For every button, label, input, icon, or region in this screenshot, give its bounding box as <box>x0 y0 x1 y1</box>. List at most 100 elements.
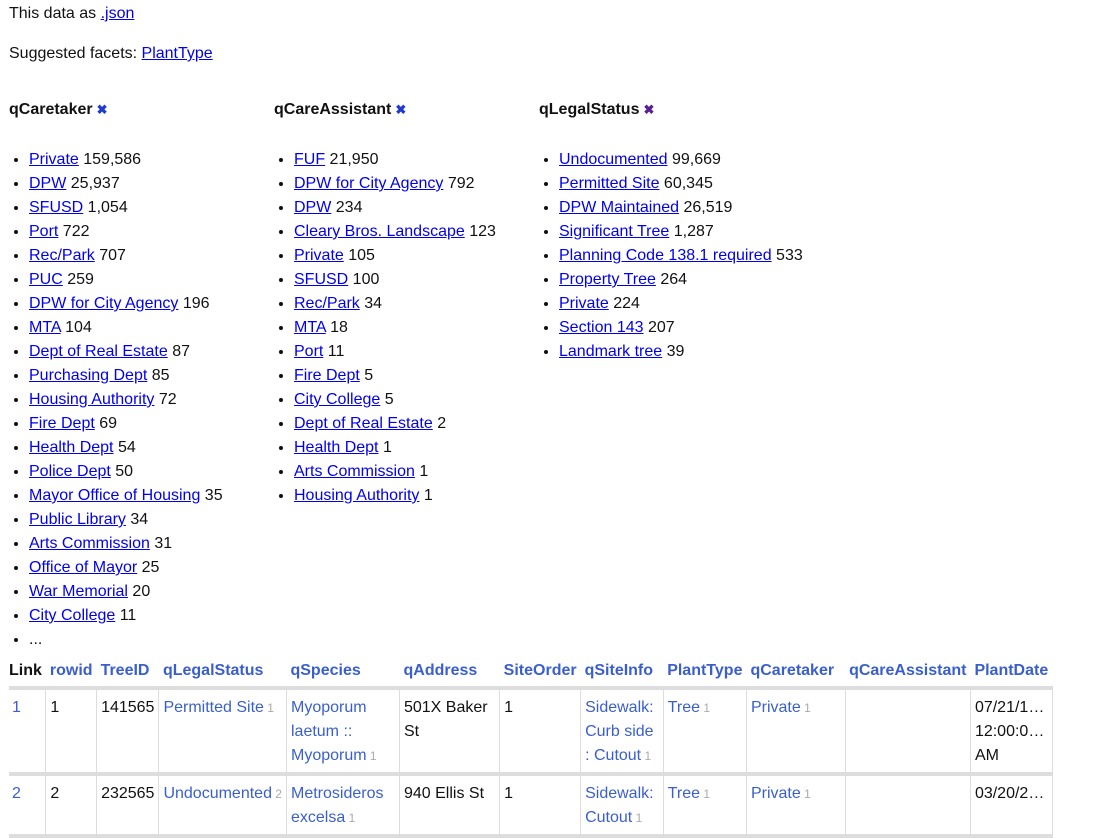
facet-count: 207 <box>643 319 675 336</box>
facet-link[interactable]: DPW <box>29 175 67 192</box>
suggested-facet-planttype[interactable]: PlantType <box>141 45 213 62</box>
facet-link[interactable]: Private <box>29 151 79 168</box>
facet-link[interactable]: DPW <box>294 199 332 216</box>
facet-link[interactable]: Arts Commission <box>294 463 415 480</box>
facet-link[interactable]: Private <box>559 295 609 312</box>
facet-link[interactable]: City College <box>294 391 381 408</box>
facet-item: SFUSD 1,054 <box>29 196 274 220</box>
facet-link[interactable]: War Memorial <box>29 583 128 600</box>
column-header-qaddress[interactable]: qAddress <box>399 660 500 690</box>
cell-qcaretaker-link[interactable]: Private <box>750 699 801 716</box>
facet-link[interactable]: Purchasing Dept <box>29 367 148 384</box>
facet-link[interactable]: Police Dept <box>29 463 111 480</box>
facet-item: DPW for City Agency 196 <box>29 292 274 316</box>
facet-link[interactable]: MTA <box>29 319 61 336</box>
facet-count: 11 <box>323 343 345 360</box>
facet-link[interactable]: Public Library <box>29 511 126 528</box>
facet-link[interactable]: Dept of Real Estate <box>29 343 168 360</box>
facet-link[interactable]: Office of Mayor <box>29 559 138 576</box>
cell-qlegalstatus-link[interactable]: Undocumented <box>163 785 272 802</box>
facet-link[interactable]: Planning Code 138.1 required <box>559 247 772 264</box>
facet-link[interactable]: Fire Dept <box>29 415 95 432</box>
cell-qcareassistant <box>845 688 971 776</box>
remove-facet-icon[interactable]: ✖ <box>96 102 108 117</box>
facet-link[interactable]: Rec/Park <box>294 295 360 312</box>
facet-link[interactable]: Landmark tree <box>559 343 663 360</box>
facet-item: Police Dept 50 <box>29 460 274 484</box>
facet-link[interactable]: Housing Authority <box>294 487 420 504</box>
facet-item: Purchasing Dept 85 <box>29 364 274 388</box>
facet-list: Private 159,586DPW 25,937SFUSD 1,054Port… <box>9 148 274 652</box>
facet-link[interactable]: Permitted Site <box>559 175 660 192</box>
cell-qspecies-link[interactable]: Myoporum laetum :: Myoporum <box>290 699 367 764</box>
cell-link-link[interactable]: 2 <box>12 785 21 802</box>
facet-item: SFUSD 100 <box>294 268 539 292</box>
facet-link[interactable]: DPW for City Agency <box>294 175 444 192</box>
facet-link[interactable]: Private <box>294 247 344 264</box>
facet-link[interactable]: SFUSD <box>29 199 84 216</box>
remove-facet-icon[interactable]: ✖ <box>395 102 407 117</box>
column-header-qspecies[interactable]: qSpecies <box>286 660 400 690</box>
facet-link[interactable]: PUC <box>29 271 63 288</box>
column-header-qcaretaker[interactable]: qCaretaker <box>746 660 846 690</box>
facet-item: War Memorial 20 <box>29 580 274 604</box>
json-link[interactable]: .json <box>100 5 135 22</box>
column-header-siteorder[interactable]: SiteOrder <box>499 660 581 690</box>
facet-link[interactable]: Undocumented <box>559 151 668 168</box>
table-row: 1 1 141565 Permitted Site 1 Myoporum laetum … <box>9 688 1053 776</box>
export-label: This data as <box>9 5 101 22</box>
cell-qlegalstatus: Permitted Site 1 <box>158 688 287 776</box>
facet-link[interactable]: Fire Dept <box>294 367 360 384</box>
cell-qsiteinfo-link[interactable]: Sidewalk: Curb side : Cutout <box>585 699 654 764</box>
facet-link[interactable]: Health Dept <box>29 439 114 456</box>
facet-link[interactable]: Cleary Bros. Landscape <box>294 223 465 240</box>
facet-count: 85 <box>147 367 170 384</box>
facet-count: 533 <box>771 247 803 264</box>
facet-title: qCaretaker ✖ <box>9 101 274 119</box>
facet-link[interactable]: Dept of Real Estate <box>294 415 433 432</box>
column-header-planttype[interactable]: PlantType <box>663 660 747 690</box>
column-header-qsiteinfo[interactable]: qSiteInfo <box>580 660 664 690</box>
facet-link[interactable]: FUF <box>294 151 326 168</box>
column-header-qcareassistant[interactable]: qCareAssistant <box>845 660 971 690</box>
facet-link[interactable]: Rec/Park <box>29 247 95 264</box>
facet-count: 1 <box>641 749 652 763</box>
facet-item: DPW Maintained 26,519 <box>559 196 804 220</box>
cell-qspecies-link[interactable]: Metrosideros excelsa <box>290 785 384 826</box>
facet-item: MTA 104 <box>29 316 274 340</box>
facet-link[interactable]: Arts Commission <box>29 535 150 552</box>
facet-link[interactable]: City College <box>29 607 116 624</box>
facet-link[interactable]: Housing Authority <box>29 391 155 408</box>
facet-link[interactable]: MTA <box>294 319 326 336</box>
cell-planttype-link[interactable]: Tree <box>667 785 700 802</box>
column-header-treeid[interactable]: TreeID <box>96 660 159 690</box>
facet-item: FUF 21,950 <box>294 148 539 172</box>
cell-qlegalstatus: Undocumented 2 <box>158 774 287 838</box>
column-header-qlegalstatus[interactable]: qLegalStatus <box>158 660 287 690</box>
cell-qlegalstatus-link[interactable]: Permitted Site <box>163 699 264 716</box>
cell-qsiteinfo-link[interactable]: Sidewalk: Cutout <box>585 785 654 826</box>
cell-link-link[interactable]: 1 <box>12 699 21 716</box>
column-header-rowid[interactable]: rowid <box>45 660 97 690</box>
facet-link[interactable]: Port <box>294 343 324 360</box>
facet-link[interactable]: Property Tree <box>559 271 656 288</box>
facet-link[interactable]: Significant Tree <box>559 223 670 240</box>
column-header-plantdate[interactable]: PlantDate <box>970 660 1053 690</box>
facet-count: 792 <box>443 175 475 192</box>
facet-link[interactable]: Port <box>29 223 59 240</box>
facet-count: 39 <box>662 343 685 360</box>
facet-link[interactable]: DPW for City Agency <box>29 295 179 312</box>
cell-qcareassistant <box>845 774 971 838</box>
facet-count: 1 <box>414 463 429 480</box>
cell-planttype-link[interactable]: Tree <box>667 699 700 716</box>
facet-item: Private 159,586 <box>29 148 274 172</box>
facet-link[interactable]: Mayor Office of Housing <box>29 487 201 504</box>
facet-link[interactable]: Section 143 <box>559 319 644 336</box>
facet-link[interactable]: SFUSD <box>294 271 349 288</box>
cell-qcaretaker: Private 1 <box>746 774 846 838</box>
facet-count: 1 <box>700 701 711 715</box>
facet-link[interactable]: DPW Maintained <box>559 199 680 216</box>
cell-qcaretaker-link[interactable]: Private <box>750 785 801 802</box>
remove-facet-icon[interactable]: ✖ <box>643 102 655 117</box>
facet-link[interactable]: Health Dept <box>294 439 379 456</box>
